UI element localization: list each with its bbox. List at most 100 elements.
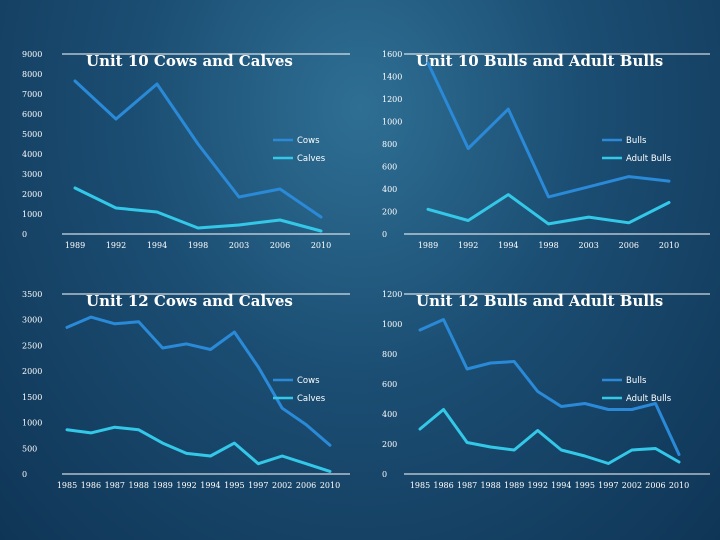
y-tick-label: 5000 bbox=[22, 130, 42, 139]
x-tick-label: 2003 bbox=[229, 241, 249, 250]
x-tick-label: 1994 bbox=[498, 241, 518, 250]
x-tick-label: 1989 bbox=[418, 241, 438, 250]
y-tick-label: 400 bbox=[382, 410, 397, 419]
x-tick-label: 1989 bbox=[152, 481, 172, 490]
y-tick-label: 1200 bbox=[382, 290, 402, 299]
x-tick-label: 1995 bbox=[575, 481, 595, 490]
x-tick-label: 2006 bbox=[619, 241, 639, 250]
legend-label: Bulls bbox=[626, 376, 647, 386]
x-tick-label: 1992 bbox=[176, 481, 196, 490]
chart-title: Unit 12 Cows and Calves bbox=[86, 292, 293, 310]
legend-label: Adult Bulls bbox=[626, 154, 672, 164]
y-tick-label: 6000 bbox=[22, 110, 42, 119]
x-tick-label: 2010 bbox=[659, 241, 679, 250]
y-tick-label: 3000 bbox=[22, 170, 42, 179]
y-tick-label: 2500 bbox=[22, 341, 42, 350]
x-tick-label: 1997 bbox=[598, 481, 618, 490]
series-line-cows bbox=[65, 315, 332, 447]
chart-title: Unit 12 Bulls and Adult Bulls bbox=[416, 292, 663, 310]
series-line-bulls bbox=[426, 61, 671, 199]
chart-unit10-bulls-svg: 0 200 400 600 800 1000 1200 1400 1600 1989 1992 199… bbox=[382, 50, 710, 250]
chart-unit12-cows-calves-svg: 0 500 1000 1500 2000 2500 3000 3500 1985 1986 1987… bbox=[22, 290, 350, 490]
y-tick-label: 800 bbox=[382, 350, 397, 359]
series-line-adult-bulls bbox=[418, 408, 681, 465]
y-tick-label: 1400 bbox=[382, 73, 402, 82]
y-tick-label: 600 bbox=[382, 380, 397, 389]
chart-unit10-bulls: 0 200 400 600 800 1000 1200 1400 1600 1989 1992 199… bbox=[360, 0, 720, 268]
y-tick-label: 3000 bbox=[22, 316, 42, 325]
y-tick-label: 500 bbox=[22, 444, 37, 453]
series-line-calves bbox=[65, 425, 332, 473]
x-tick-label: 2010 bbox=[311, 241, 331, 250]
x-tick-label: 1987 bbox=[105, 481, 125, 490]
x-tick-label: 1995 bbox=[224, 481, 244, 490]
x-tick-label: 2006 bbox=[645, 481, 665, 490]
x-tick-label: 1992 bbox=[528, 481, 548, 490]
y-tick-label: 600 bbox=[382, 163, 397, 172]
x-tick-label: 2010 bbox=[669, 481, 689, 490]
x-tick-label: 1986 bbox=[433, 481, 453, 490]
x-tick-label: 1998 bbox=[538, 241, 558, 250]
y-tick-label: 2000 bbox=[22, 367, 42, 376]
chart-unit12-bulls: 0 200 400 600 800 1000 1200 1985 1986 1987 1988 198… bbox=[360, 270, 720, 540]
y-tick-label: 3500 bbox=[22, 290, 42, 299]
y-tick-label: 0 bbox=[382, 470, 387, 479]
x-tick-label: 2006 bbox=[270, 241, 290, 250]
legend-label: Cows bbox=[297, 376, 320, 386]
y-tick-label: 9000 bbox=[22, 50, 42, 59]
y-tick-label: 8000 bbox=[22, 70, 42, 79]
y-tick-label: 200 bbox=[382, 208, 397, 217]
x-tick-label: 1998 bbox=[188, 241, 208, 250]
y-tick-label: 1000 bbox=[382, 320, 402, 329]
y-tick-label: 0 bbox=[382, 230, 387, 239]
x-tick-label: 1989 bbox=[65, 241, 85, 250]
y-tick-label: 800 bbox=[382, 140, 397, 149]
legend-label: Adult Bulls bbox=[626, 394, 672, 404]
x-tick-label: 1997 bbox=[248, 481, 268, 490]
x-tick-label: 1989 bbox=[504, 481, 524, 490]
series-line-calves bbox=[73, 186, 323, 233]
x-tick-label: 1987 bbox=[457, 481, 477, 490]
x-tick-label: 1992 bbox=[106, 241, 126, 250]
x-tick-label: 1994 bbox=[551, 481, 571, 490]
x-tick-label: 1988 bbox=[129, 481, 149, 490]
chart-unit12-bulls-svg: 0 200 400 600 800 1000 1200 1985 1986 1987 1988 198… bbox=[382, 290, 710, 490]
x-tick-label: 2006 bbox=[296, 481, 316, 490]
chart-unit10-cows-calves-svg: 0 1000 2000 3000 4000 5000 6000 7000 8000 9000 198… bbox=[22, 50, 350, 250]
legend-label: Bulls bbox=[626, 136, 647, 146]
legend-label: Calves bbox=[297, 154, 326, 164]
y-tick-label: 7000 bbox=[22, 90, 42, 99]
y-tick-label: 2000 bbox=[22, 190, 42, 199]
x-tick-label: 1994 bbox=[147, 241, 167, 250]
y-tick-label: 4000 bbox=[22, 150, 42, 159]
y-tick-label: 1200 bbox=[382, 95, 402, 104]
x-tick-label: 1985 bbox=[410, 481, 430, 490]
y-tick-label: 1000 bbox=[22, 210, 42, 219]
series-line-bulls bbox=[418, 318, 681, 456]
y-tick-label: 0 bbox=[22, 470, 27, 479]
y-tick-label: 1000 bbox=[382, 118, 402, 127]
legend-label: Calves bbox=[297, 394, 326, 404]
y-tick-label: 200 bbox=[382, 440, 397, 449]
series-line-adult-bulls bbox=[426, 193, 671, 226]
y-tick-label: 1500 bbox=[22, 393, 42, 402]
x-tick-label: 1985 bbox=[57, 481, 77, 490]
x-tick-label: 2002 bbox=[622, 481, 642, 490]
x-tick-label: 2003 bbox=[578, 241, 598, 250]
y-tick-label: 400 bbox=[382, 185, 397, 194]
series-line-cows bbox=[73, 79, 323, 219]
x-tick-label: 1994 bbox=[200, 481, 220, 490]
x-tick-label: 1986 bbox=[81, 481, 101, 490]
x-tick-label: 1992 bbox=[458, 241, 478, 250]
chart-title: Unit 10 Cows and Calves bbox=[86, 52, 293, 70]
x-tick-label: 2010 bbox=[320, 481, 340, 490]
y-tick-label: 1000 bbox=[22, 419, 42, 428]
y-tick-label: 0 bbox=[22, 230, 27, 239]
chart-unit10-cows-calves: 0 1000 2000 3000 4000 5000 6000 7000 8000 9000 198… bbox=[0, 0, 360, 268]
x-tick-label: 2002 bbox=[272, 481, 292, 490]
x-tick-label: 1988 bbox=[480, 481, 500, 490]
legend-label: Cows bbox=[297, 136, 320, 146]
chart-title: Unit 10 Bulls and Adult Bulls bbox=[416, 52, 663, 70]
y-tick-label: 1600 bbox=[382, 50, 402, 59]
chart-unit12-cows-calves: 0 500 1000 1500 2000 2500 3000 3500 1985 1986 1987… bbox=[0, 270, 360, 540]
